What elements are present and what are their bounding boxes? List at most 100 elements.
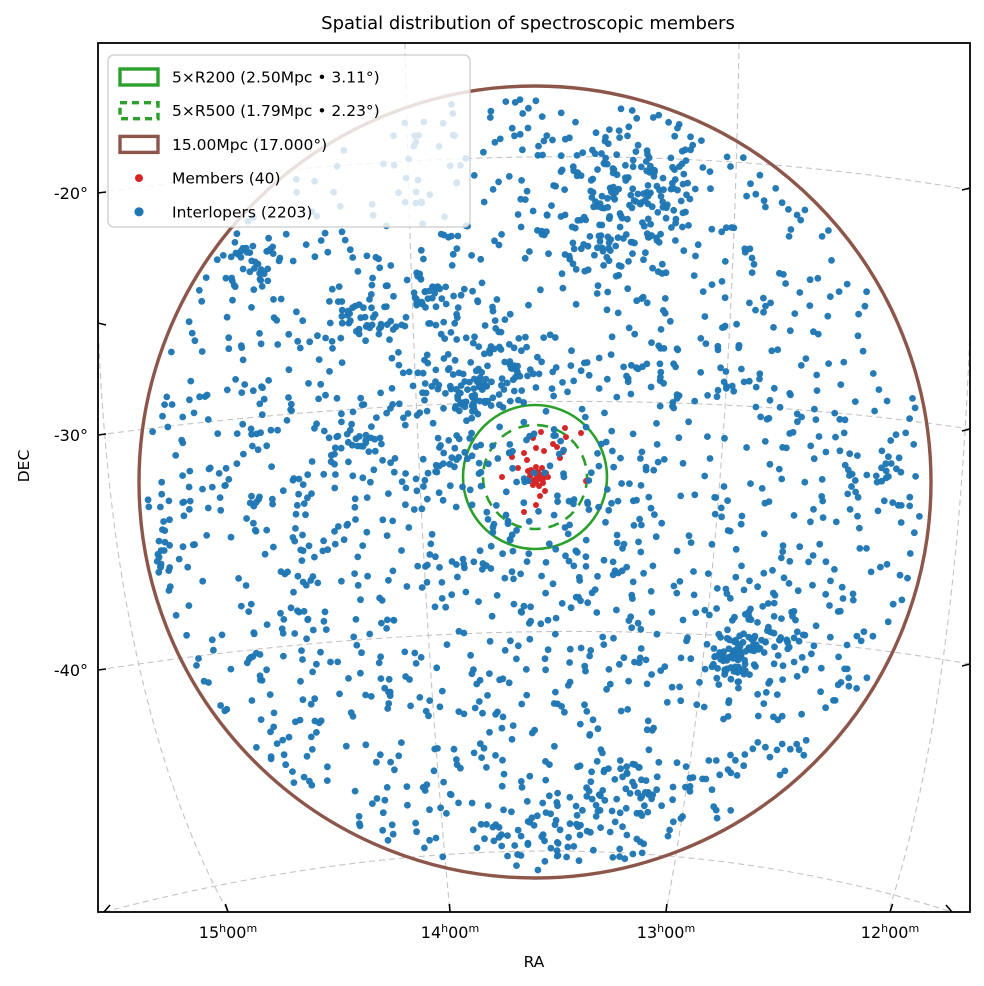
interloper-point <box>624 285 632 293</box>
interloper-point <box>523 436 530 444</box>
interloper-point <box>256 275 264 283</box>
interloper-point <box>631 239 638 247</box>
interloper-point <box>645 746 653 754</box>
interloper-point <box>335 283 343 290</box>
interloper-point <box>308 458 316 465</box>
interloper-point <box>778 199 786 207</box>
interloper-point <box>589 146 596 154</box>
interloper-point <box>725 645 733 653</box>
interloper-point <box>648 726 656 734</box>
interloper-point <box>437 804 444 812</box>
interloper-point <box>806 276 814 284</box>
legend-swatch-dot <box>135 174 143 183</box>
interloper-point <box>836 447 844 455</box>
interloper-point <box>779 542 787 550</box>
interloper-point <box>267 755 275 763</box>
x-tick-label: 15h00m <box>199 922 257 942</box>
interloper-point <box>604 288 612 296</box>
interloper-point <box>423 351 431 359</box>
interloper-point <box>327 458 335 466</box>
interloper-point <box>388 354 396 362</box>
interloper-point <box>624 215 631 223</box>
interloper-point <box>470 666 477 674</box>
interloper-point <box>721 322 729 330</box>
interloper-point <box>413 487 421 495</box>
interloper-point <box>696 678 703 686</box>
interloper-point <box>647 588 655 595</box>
interloper-point <box>614 309 622 317</box>
interloper-point <box>499 550 506 558</box>
interloper-point <box>614 497 622 505</box>
interloper-point <box>446 460 454 468</box>
interloper-point <box>368 281 376 289</box>
interloper-point <box>324 248 332 256</box>
interloper-point <box>826 293 834 300</box>
interloper-point <box>355 301 363 309</box>
interloper-point <box>388 385 396 392</box>
interloper-point <box>287 400 295 408</box>
interloper-point <box>222 482 229 489</box>
interloper-point <box>773 691 781 698</box>
interloper-point <box>605 214 613 222</box>
interloper-point <box>528 729 536 737</box>
interloper-point <box>265 377 272 384</box>
interloper-point <box>734 678 742 686</box>
interloper-point <box>608 333 616 341</box>
interloper-point <box>498 724 506 732</box>
interloper-point <box>741 245 749 253</box>
interloper-point <box>242 582 250 589</box>
interloper-point <box>806 302 814 309</box>
interloper-point <box>779 676 786 683</box>
interloper-point <box>776 771 784 779</box>
interloper-point <box>196 393 204 401</box>
interloper-point <box>355 813 363 820</box>
interloper-point <box>632 148 640 156</box>
interloper-point <box>860 628 868 636</box>
interloper-point <box>644 717 652 725</box>
interloper-point <box>480 198 488 206</box>
interloper-point <box>673 391 681 399</box>
interloper-point <box>462 334 470 342</box>
interloper-point <box>526 635 534 643</box>
interloper-point <box>718 228 726 236</box>
interloper-point <box>385 576 392 584</box>
interloper-point <box>818 493 826 500</box>
interloper-point <box>584 599 592 607</box>
interloper-point <box>785 206 792 213</box>
interloper-point <box>423 495 431 503</box>
interloper-point <box>582 553 590 561</box>
interloper-point <box>541 655 549 663</box>
interloper-point <box>692 252 699 260</box>
interloper-point <box>387 262 395 269</box>
interloper-point <box>500 806 507 814</box>
interloper-point <box>219 252 227 259</box>
interloper-point <box>658 519 666 527</box>
interloper-point <box>770 613 778 620</box>
interloper-point <box>421 288 429 295</box>
interloper-point <box>732 756 739 764</box>
interloper-point <box>873 478 881 486</box>
interloper-point <box>675 434 683 442</box>
interloper-point <box>538 358 545 366</box>
interloper-point <box>475 598 482 605</box>
interloper-point <box>625 677 632 685</box>
interloper-point <box>592 813 600 820</box>
interloper-point <box>559 284 567 292</box>
interloper-point <box>795 637 803 645</box>
member-point <box>524 457 530 463</box>
interloper-point <box>685 222 692 229</box>
interloper-point <box>221 707 229 715</box>
interloper-point <box>363 494 371 501</box>
interloper-point <box>603 306 611 314</box>
interloper-point <box>802 736 810 744</box>
interloper-point <box>649 114 657 121</box>
interloper-point <box>432 366 440 374</box>
interloper-point <box>412 819 419 827</box>
interloper-point <box>510 387 518 395</box>
interloper-point <box>193 662 200 669</box>
interloper-point <box>660 456 668 463</box>
interloper-point <box>426 836 433 844</box>
interloper-point <box>673 759 681 767</box>
interloper-point <box>264 277 272 285</box>
interloper-point <box>676 578 684 585</box>
